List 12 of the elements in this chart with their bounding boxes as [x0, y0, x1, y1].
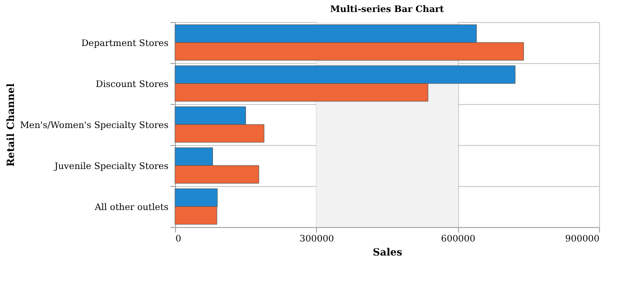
- x-tick-label: 900000: [565, 234, 600, 244]
- x-tick-label: 300000: [300, 234, 334, 244]
- x-tick-label: 600000: [440, 234, 476, 244]
- x-tick-label: 0: [176, 234, 182, 244]
- y-tick-label: Men's/Women's Specialty Stores: [20, 121, 169, 131]
- y-tick-label: Department Stores: [81, 39, 169, 49]
- x-axis-title: Sales: [372, 248, 403, 258]
- y-tick-label: Discount Stores: [96, 80, 169, 90]
- y-tick-label: All other outlets: [94, 203, 169, 213]
- chart-title: Multi-series Bar Chart: [330, 5, 445, 15]
- y-axis-title: Retail Channel: [6, 83, 17, 167]
- y-tick-label: Juvenile Specialty Stores: [54, 162, 169, 172]
